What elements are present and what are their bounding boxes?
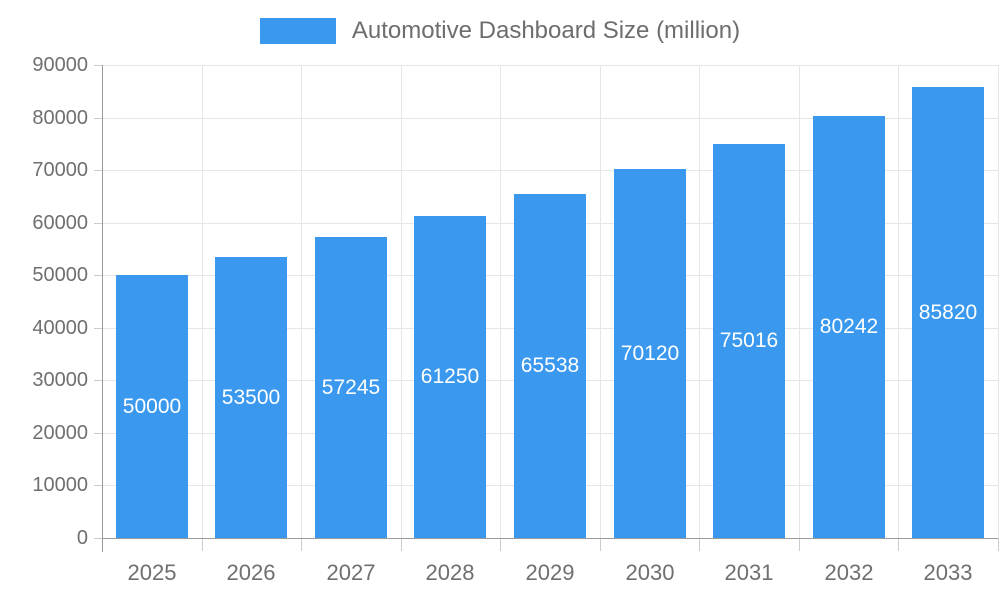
bar-value-label: 75016 (719, 329, 779, 352)
x-tick-mark (898, 538, 899, 551)
legend[interactable]: Automotive Dashboard Size (million) (0, 14, 1000, 48)
bar-value-label: 85820 (918, 301, 978, 324)
y-tick-mark (94, 538, 102, 539)
v-gridline (202, 65, 203, 538)
v-gridline (699, 65, 700, 538)
bar-value-label: 61250 (420, 365, 480, 388)
y-gridline (102, 65, 998, 66)
v-gridline (898, 65, 899, 538)
y-tick-mark (94, 485, 102, 486)
y-axis-label: 60000 (32, 212, 88, 234)
legend-swatch-icon (259, 18, 336, 44)
y-axis-label: 20000 (32, 422, 88, 444)
x-axis-line (102, 538, 998, 539)
bar (116, 275, 188, 538)
bar-value-label: 70120 (620, 342, 680, 365)
y-tick-mark (94, 275, 102, 276)
y-tick-mark (94, 65, 102, 66)
v-gridline (401, 65, 402, 538)
x-tick-mark (799, 538, 800, 551)
y-axis-label: 80000 (32, 107, 88, 129)
y-axis-label: 40000 (32, 317, 88, 339)
y-tick-mark (94, 223, 102, 224)
bar (813, 116, 885, 538)
bar-value-label: 50000 (122, 395, 182, 418)
bar-value-label: 80242 (819, 315, 879, 338)
bar (514, 194, 586, 538)
x-tick-mark (600, 538, 601, 551)
bar (713, 144, 785, 538)
y-gridline (102, 118, 998, 119)
x-axis-label: 2027 (326, 560, 376, 585)
x-axis-label: 2032 (824, 560, 874, 585)
x-axis-label: 2030 (625, 560, 675, 585)
y-gridline (102, 170, 998, 171)
x-axis-label: 2028 (425, 560, 475, 585)
x-tick-mark (998, 538, 999, 551)
bar (414, 216, 486, 538)
bar (215, 257, 287, 538)
x-axis-label: 2026 (226, 560, 276, 585)
y-tick-mark (94, 170, 102, 171)
y-axis-label: 30000 (32, 369, 88, 391)
x-axis-label: 2029 (525, 560, 575, 585)
x-axis-label: 2031 (724, 560, 774, 585)
bar-value-label: 53500 (221, 386, 281, 409)
x-tick-mark (301, 538, 302, 551)
y-tick-mark (94, 433, 102, 434)
y-axis-label: 50000 (32, 264, 88, 286)
x-tick-mark (699, 538, 700, 551)
y-axis-line (102, 65, 103, 552)
y-axis-label: 10000 (32, 474, 88, 496)
legend-label: Automotive Dashboard Size (million) (351, 17, 741, 44)
y-tick-mark (94, 328, 102, 329)
v-gridline (799, 65, 800, 538)
y-tick-mark (94, 380, 102, 381)
bar (912, 87, 984, 538)
x-axis-label: 2025 (127, 560, 177, 585)
y-axis-label: 90000 (32, 54, 88, 76)
bar (614, 169, 686, 538)
v-gridline (600, 65, 601, 538)
y-axis-label: 0 (76, 527, 88, 549)
v-gridline (301, 65, 302, 538)
bar-value-label: 65538 (520, 354, 580, 377)
x-tick-mark (202, 538, 203, 551)
x-axis-label: 2033 (923, 560, 973, 585)
y-axis-label: 70000 (32, 159, 88, 181)
x-tick-mark (401, 538, 402, 551)
bar-value-label: 57245 (321, 376, 381, 399)
v-gridline (500, 65, 501, 538)
bar (315, 237, 387, 538)
x-tick-mark (500, 538, 501, 551)
v-gridline (998, 65, 999, 538)
y-tick-mark (94, 118, 102, 119)
